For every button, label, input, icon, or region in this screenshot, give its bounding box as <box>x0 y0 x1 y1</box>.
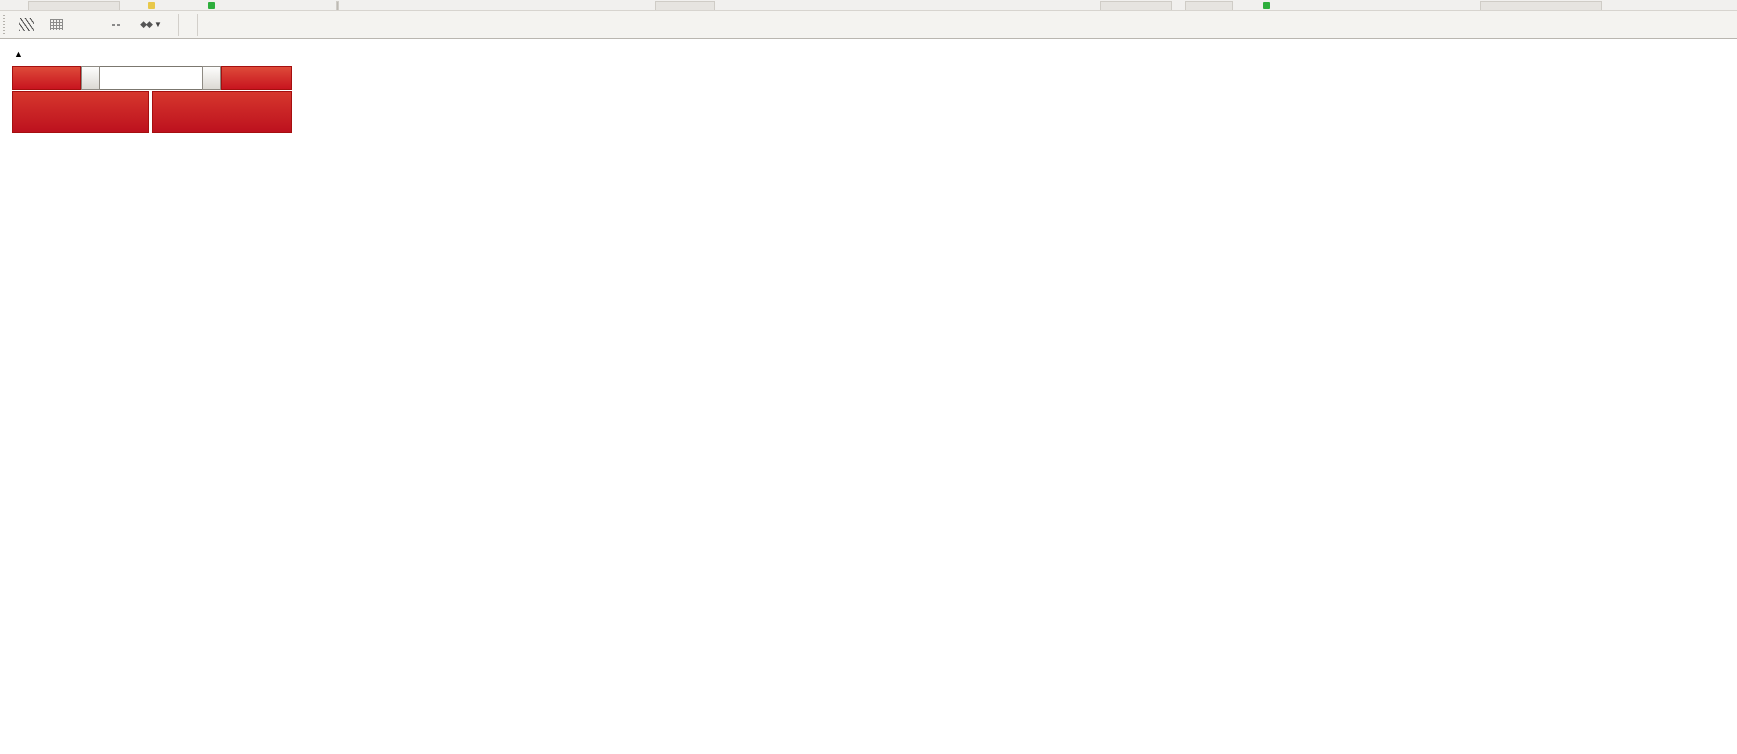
sell-button[interactable] <box>12 66 81 90</box>
toolbar-drag-handle[interactable] <box>3 14 8 35</box>
chevron-down-icon: ▼ <box>153 20 162 29</box>
top-toolbar-fragment <box>1185 1 1233 10</box>
macd-label <box>14 545 17 557</box>
toolbar: ◆◆ ▼ <box>0 11 1737 39</box>
textbox-icon[interactable] <box>104 14 128 36</box>
buy-price-panel[interactable] <box>151 91 292 133</box>
sell-price-panel[interactable] <box>12 91 149 133</box>
text-label-icon[interactable] <box>74 14 98 36</box>
one-click-trade-panel <box>12 66 292 133</box>
top-toolbar-sliver <box>0 0 1737 11</box>
top-toolbar-yellow-icon <box>148 2 155 9</box>
toolbar-separator <box>197 13 198 36</box>
shapes-dropdown-icon[interactable]: ◆◆ ▼ <box>134 14 168 36</box>
shapes-glyph: ◆◆ <box>140 19 153 29</box>
grid-glyph <box>49 19 63 30</box>
toolbar-separator <box>178 13 179 36</box>
top-toolbar-green-icon <box>208 2 215 9</box>
top-toolbar-divider <box>336 1 339 10</box>
crosshatch-draw-icon[interactable] <box>14 14 38 36</box>
top-toolbar-fragment <box>1480 1 1602 10</box>
collapse-triangle-icon: ▲ <box>14 49 23 59</box>
volume-decrease-button[interactable] <box>80 66 101 90</box>
top-toolbar-green-icon <box>1263 2 1270 9</box>
volume-input[interactable] <box>100 66 203 90</box>
volume-increase-button[interactable] <box>202 66 222 90</box>
icon-letter <box>112 23 120 26</box>
crosshatch-glyph <box>18 18 34 31</box>
top-toolbar-fragment <box>28 1 120 10</box>
top-toolbar-fragment <box>1100 1 1172 10</box>
chart-title: ▲ <box>14 46 34 60</box>
rsi-label <box>14 608 17 620</box>
top-toolbar-fragment <box>655 1 715 10</box>
buy-button[interactable] <box>221 66 292 90</box>
grid-icon[interactable] <box>44 14 68 36</box>
